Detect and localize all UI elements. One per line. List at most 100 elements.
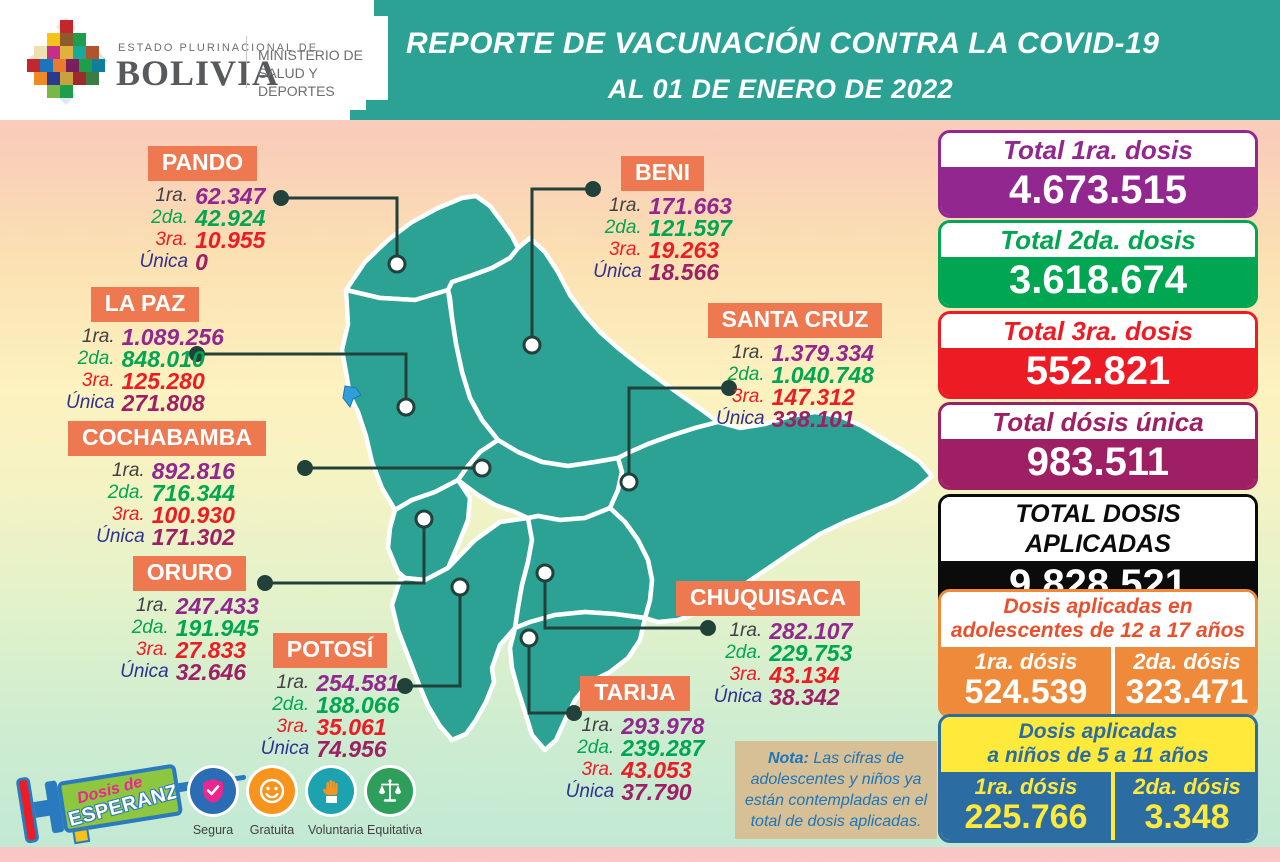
- dose-label: 3ra.: [729, 664, 763, 685]
- dose-value: 323.471: [1125, 673, 1249, 711]
- report-title: REPORTE DE VACUNACIÓN CONTRA LA COVID-19: [406, 27, 1160, 60]
- dept-data-la-paz: 1ra. 1.089.256 2da. 848.010 3ra. 125.280 Ún…: [50, 326, 240, 415]
- dose-label: 1ra.: [608, 195, 642, 216]
- dose-label: Única: [593, 261, 642, 282]
- panel-title: Total 3ra. dosis: [941, 314, 1255, 348]
- dose-value: 171.663: [648, 193, 732, 219]
- dept-callout-tarija: TARIJA 1ra. 293.978 2da. 239.287 3ra. 43.05…: [560, 676, 710, 804]
- dose-value: 282.107: [769, 618, 853, 644]
- dose-value: 171.302: [151, 524, 235, 550]
- dose-value: 848.010: [121, 346, 205, 372]
- dept-callout-oruro: ORURO 1ra. 247.433 2da. 191.945 3ra. 27.833…: [112, 556, 267, 684]
- dose-label: 2da.: [151, 207, 189, 228]
- map-region-cochabamba: [455, 437, 625, 523]
- dose-label: 3ra.: [81, 370, 115, 391]
- dose-label: 1ra.: [155, 185, 189, 206]
- dose-label: Única: [565, 781, 615, 802]
- dose-label: 3ra.: [731, 386, 765, 407]
- header-divider: [246, 36, 247, 88]
- total-second-dose-panel: Total 2da. dosis 3.618.674: [938, 220, 1258, 308]
- dose-label: 3ra.: [581, 759, 615, 780]
- map-region-oruro: [385, 477, 473, 583]
- principle-voluntaria: Voluntaria: [308, 768, 364, 837]
- dose-label: 2da.: [725, 642, 763, 663]
- header-step-decoration: [366, 100, 388, 110]
- map-region-la-paz: [339, 287, 501, 513]
- dept-callout-cochabamba: COCHABAMBA 1ra. 892.816 2da. 716.344 3ra. 1…: [68, 421, 266, 550]
- dose-label: 2da.: [727, 364, 765, 385]
- dose-label: 1ra.: [276, 672, 310, 693]
- dose-label: Única: [716, 408, 765, 429]
- dept-name-oruro: ORURO: [132, 556, 247, 591]
- first-dose-cell: 1ra. dósis 225.766: [941, 772, 1111, 840]
- dose-value: 716.344: [151, 480, 235, 506]
- dose-value: 125.280: [121, 368, 205, 394]
- dose-label: 2da.: [577, 737, 615, 758]
- dose-label: 1ra.: [581, 715, 615, 736]
- title-line: adolescentes de 12 a 17 años: [950, 619, 1246, 642]
- dept-callout-chuquisaca: CHUQUISACA 1ra. 282.107 2da. 229.753 3ra. 4…: [663, 581, 873, 710]
- dept-name-chuquisaca: CHUQUISACA: [676, 581, 860, 616]
- header-step-decoration: [374, 0, 388, 16]
- dept-name-pando: PANDO: [147, 146, 258, 181]
- second-dose-cell: 2da. dósis 323.471: [1115, 647, 1255, 715]
- dose-label: Única: [139, 251, 189, 272]
- map-region-pando: [343, 193, 521, 303]
- panel-title: Total 1ra. dosis: [941, 133, 1255, 167]
- principle-label: Equitativa: [367, 823, 422, 837]
- dose-value: 147.312: [771, 384, 855, 410]
- dose-label: 3ra.: [135, 639, 169, 660]
- dose-value: 1.379.334: [771, 340, 874, 366]
- dose-label: 1ra.: [135, 595, 169, 616]
- principle-gratuita: Gratuita: [249, 768, 295, 837]
- balance-scale-icon: [367, 768, 413, 814]
- connector-oruro: [257, 509, 434, 591]
- raised-hand-icon: [308, 768, 354, 814]
- dept-data-oruro: 1ra. 247.433 2da. 191.945 3ra. 27.833 Única…: [112, 595, 267, 684]
- state-label: ESTADO PLURINACIONAL DE: [118, 42, 319, 54]
- dept-callout-potosi: POTOSÍ 1ra. 254.581 2da. 188.066 3ra. 35.06…: [250, 633, 410, 761]
- dept-name-potosi: POTOSÍ: [272, 633, 388, 668]
- children-panel-body: 1ra. dósis 225.766 2da. dósis 3.348: [941, 772, 1255, 840]
- note-text: Las cifras de adolescentes y niños ya es…: [744, 750, 928, 830]
- dose-label: 3ra.: [608, 239, 642, 260]
- principle-label: Segura: [192, 823, 234, 837]
- report-date: AL 01 DE ENERO DE 2022: [608, 74, 954, 104]
- dose-label: Única: [120, 661, 169, 682]
- panel-value: 4.673.515: [941, 167, 1255, 215]
- dept-callout-beni: BENI 1ra. 171.663 2da. 121.597 3ra. 19.263 …: [575, 156, 750, 284]
- dose-value: 225.766: [964, 798, 1088, 836]
- smiley-icon: [249, 768, 295, 814]
- principle-label: Gratuita: [249, 823, 295, 837]
- dose-label: 3ra.: [111, 504, 145, 525]
- total-unique-dose-panel: Total dósis única 983.511: [938, 402, 1258, 490]
- dose-value: 43.134: [769, 662, 840, 688]
- dose-value: 38.342: [769, 684, 840, 710]
- adolescents-doses-panel: Dosis aplicadas en adolescentes de 12 a …: [938, 589, 1258, 718]
- dose-label: 2da.: [131, 617, 169, 638]
- dose-label: 1ra.: [81, 326, 115, 347]
- dose-value: 524.539: [964, 673, 1088, 711]
- syringe-body: Dosis de ESPERANZA: [56, 763, 184, 834]
- dept-name-la-paz: LA PAZ: [90, 287, 200, 322]
- dose-value: 254.581: [316, 670, 400, 696]
- children-doses-panel: Dosis aplicadas a niños de 5 a 11 años 1…: [938, 714, 1258, 843]
- first-dose-cell: 1ra. dósis 524.539: [941, 647, 1111, 715]
- note-label: Nota:: [767, 750, 809, 767]
- panel-value: 3.618.674: [941, 257, 1255, 305]
- bolivia-emblem-logo: [27, 18, 107, 105]
- dose-value: 229.753: [769, 640, 853, 666]
- ministry-text: MINISTERIO DE SALUD Y DEPORTES: [258, 47, 364, 99]
- dose-label: 2da.: [107, 482, 145, 503]
- panel-title: Total dósis única: [941, 405, 1255, 439]
- dose-label: Única: [66, 392, 115, 413]
- total-third-dose-panel: Total 3ra. dosis 552.821: [938, 311, 1258, 399]
- dose-value: 0: [195, 249, 208, 275]
- map-region-chuquisaca: [512, 505, 655, 631]
- dept-data-beni: 1ra. 171.663 2da. 121.597 3ra. 19.263 Única…: [575, 193, 750, 284]
- second-dose-cell: 2da. dósis 3.348: [1115, 772, 1255, 840]
- dept-name-beni: BENI: [621, 156, 704, 191]
- dept-data-chuquisaca: 1ra. 282.107 2da. 229.753 3ra. 43.134 Única…: [693, 618, 873, 710]
- dose-label: 1ra. dósis: [974, 649, 1078, 674]
- dose-value: 188.066: [316, 692, 400, 718]
